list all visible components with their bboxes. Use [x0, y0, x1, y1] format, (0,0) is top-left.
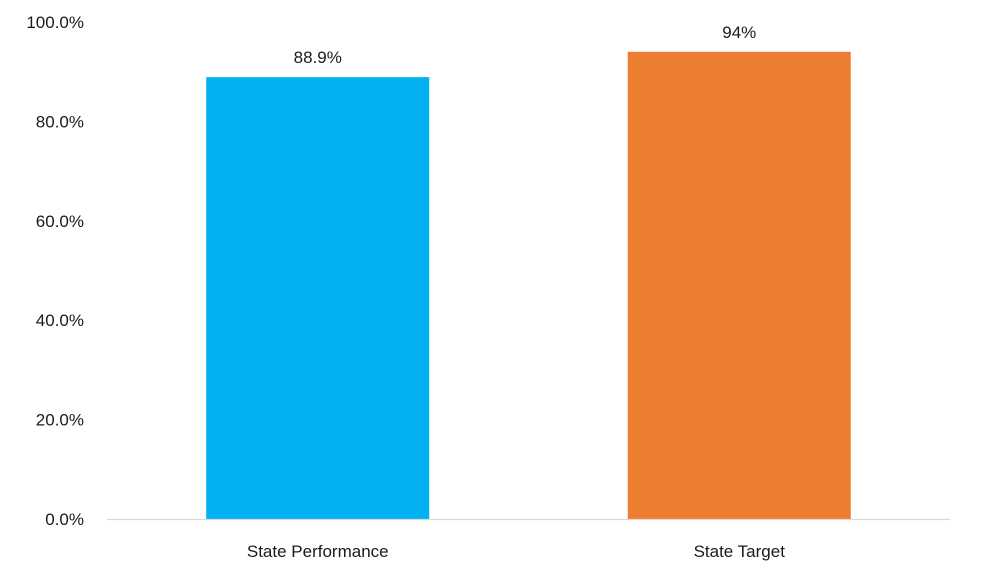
data-label: 88.9%: [294, 48, 342, 67]
x-category-label: State Target: [694, 542, 786, 561]
y-axis: 0.0% 20.0% 40.0% 60.0% 80.0% 100.0%: [26, 13, 84, 529]
y-tick-label: 80.0%: [36, 112, 84, 131]
data-labels: 88.9% 94%: [294, 23, 757, 67]
y-tick-label: 40.0%: [36, 311, 84, 330]
bars: [206, 51, 851, 520]
bar-state-performance: [206, 77, 430, 520]
y-tick-label: 0.0%: [45, 510, 84, 529]
data-label: 94%: [722, 23, 756, 42]
bar-state-target: [627, 51, 851, 519]
x-axis: State Performance State Target: [107, 518, 950, 561]
y-tick-label: 100.0%: [26, 13, 84, 32]
y-tick-label: 60.0%: [36, 212, 84, 231]
x-category-label: State Performance: [247, 542, 389, 561]
y-tick-label: 20.0%: [36, 411, 84, 430]
